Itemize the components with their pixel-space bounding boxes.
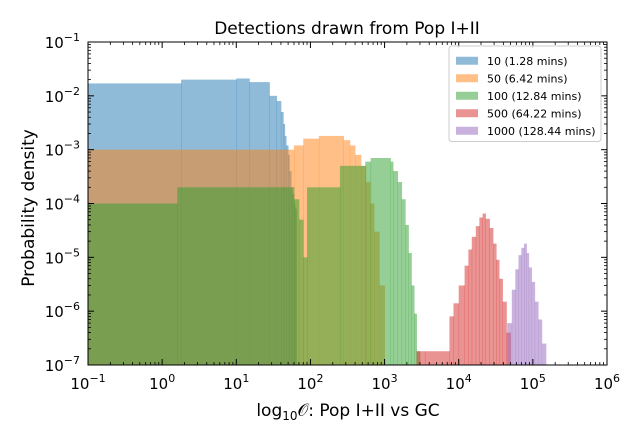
legend-label: 500 (64.22 mins) xyxy=(487,107,582,120)
histogram-bar xyxy=(471,236,477,365)
histogram-bar xyxy=(453,303,460,365)
x-tick-label: 104 xyxy=(446,372,472,393)
y-tick-label: 10−6 xyxy=(45,300,80,321)
histogram-bar xyxy=(307,187,341,365)
histogram-bar xyxy=(526,253,530,365)
histogram-bar xyxy=(489,228,494,365)
y-tick-label: 10−5 xyxy=(45,246,80,267)
x-axis-label-prefix: log xyxy=(256,401,282,421)
y-axis-label: Probability density xyxy=(19,129,39,287)
legend-swatch xyxy=(456,91,478,100)
histogram-bar xyxy=(507,323,513,365)
histogram-bar xyxy=(482,213,486,365)
y-tick-label: 10−4 xyxy=(45,193,80,214)
histogram-bar xyxy=(390,161,394,365)
histogram-bar xyxy=(524,243,527,365)
histogram-bar xyxy=(88,203,178,365)
histogram-bar xyxy=(541,343,547,365)
histogram-bar xyxy=(538,319,543,365)
legend-box xyxy=(448,45,602,142)
y-tick-label: 10−2 xyxy=(45,85,80,106)
x-tick-label: 101 xyxy=(223,372,249,393)
legend-label: 50 (6.42 mins) xyxy=(487,72,568,85)
x-tick-label: 106 xyxy=(594,372,620,393)
histogram-bar xyxy=(479,217,483,365)
histogram-bar xyxy=(339,165,366,365)
histogram-bar xyxy=(408,253,412,365)
histogram-bar xyxy=(401,199,406,365)
histogram-bar xyxy=(496,259,500,365)
legend: 10 (1.28 mins) 50 (6.42 mins) 100 (12.84 m… xyxy=(448,45,602,142)
histogram-bar xyxy=(502,301,507,365)
legend-swatch xyxy=(456,56,478,65)
histogram-bar xyxy=(531,281,536,365)
x-axis-label: log10𝒪: Pop I+II vs GC xyxy=(256,401,439,423)
y-tick-label: 10−7 xyxy=(45,354,80,375)
histogram-bar xyxy=(449,316,454,365)
histogram-bar xyxy=(468,249,473,365)
histogram-bar xyxy=(177,187,295,365)
histogram-bar xyxy=(528,267,532,365)
histogram-bar xyxy=(414,313,417,365)
histogram-bars xyxy=(88,78,547,366)
histogram-bar xyxy=(405,224,409,365)
series-2-bars xyxy=(88,158,421,365)
x-axis-label-rest: 𝒪: Pop I+II vs GC xyxy=(298,401,440,421)
histogram-bar xyxy=(518,255,522,365)
histogram-bar xyxy=(370,158,391,365)
histogram-bar xyxy=(293,199,300,365)
histogram-bar xyxy=(515,269,519,365)
axes: 10−1 100 101 102 103 104 105 106 10−7 10−6 10−5 10−… xyxy=(45,31,620,393)
histogram-bar xyxy=(534,301,539,365)
legend-swatch xyxy=(456,74,478,83)
legend-label: 1000 (128.44 mins) xyxy=(487,125,596,138)
legend-label: 100 (12.84 mins) xyxy=(487,90,582,103)
x-tick-label: 103 xyxy=(372,372,398,393)
histogram-bar xyxy=(464,265,469,365)
legend-label: 10 (1.28 mins) xyxy=(487,55,568,68)
histogram-bar xyxy=(393,171,399,365)
x-tick-label: 102 xyxy=(297,372,323,393)
histogram-bar xyxy=(485,218,490,365)
histogram-bar xyxy=(411,285,415,365)
histogram-bar xyxy=(511,289,516,365)
x-axis-label-subscript: 10 xyxy=(282,409,297,423)
histogram-bar xyxy=(499,278,503,365)
histogram-bar xyxy=(298,219,304,365)
histogram-bar xyxy=(365,161,372,365)
x-tick-label: 105 xyxy=(520,372,546,393)
series-4-bars xyxy=(507,243,547,365)
histogram-bar xyxy=(493,243,497,365)
histogram-bar xyxy=(475,226,480,365)
histogram-bar xyxy=(416,351,426,365)
legend-swatch xyxy=(456,126,478,135)
y-tick-label: 10−3 xyxy=(45,139,80,160)
x-tick-label: 100 xyxy=(149,372,175,393)
histogram-bar xyxy=(397,182,403,365)
histogram-bar xyxy=(521,247,525,365)
y-tick-label: 10−1 xyxy=(45,31,80,52)
histogram-bar xyxy=(303,257,308,365)
x-tick-label: 10−1 xyxy=(70,372,105,393)
histogram-bar xyxy=(458,285,465,365)
chart-title: Detections drawn from Pop I+II xyxy=(214,19,480,39)
histogram-bar xyxy=(424,351,450,365)
legend-swatch xyxy=(456,109,478,118)
